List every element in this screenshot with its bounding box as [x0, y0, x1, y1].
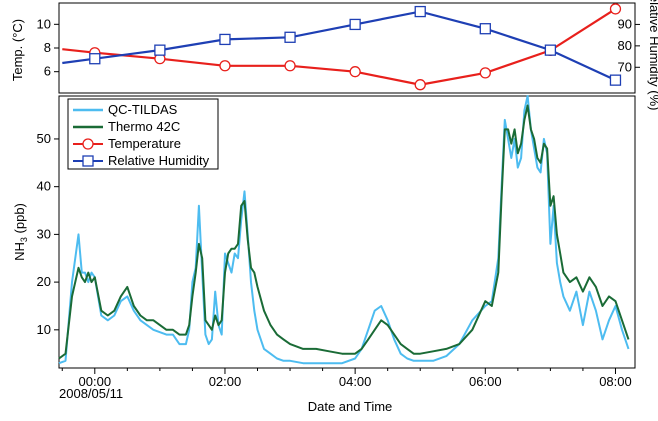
- bottom-ytick-label: 20: [37, 274, 51, 289]
- bottom-xtick-label: 06:00: [469, 374, 502, 389]
- top-right-ylabel: Relative Humidity (%): [647, 0, 658, 110]
- legend-label: Temperature: [108, 136, 181, 151]
- bottom-axis-ticks: 10 20 30 40 50 00:00 02:00 04:00 06:00 08:00: [37, 131, 632, 389]
- bottom-xtick-label: 04:00: [339, 374, 372, 389]
- bottom-panel-nh3: 10 20 30 40 50 00:00 02:00 04:00 06:00 08:00 NH3 …: [12, 95, 636, 414]
- top-right-ytick-label: 80: [618, 38, 632, 53]
- humidity-point: [154, 44, 166, 56]
- legend-entry-thermo-42c: Thermo 42C: [73, 119, 180, 134]
- bottom-ytick-label: 10: [37, 322, 51, 337]
- legend: QC-TILDAS Thermo 42C Temperature Relativ…: [67, 98, 219, 170]
- humidity-point: [414, 5, 426, 18]
- humidity-point: [609, 74, 622, 86]
- legend-entry-temperature: Temperature: [73, 136, 181, 151]
- bottom-ytick-label: 30: [37, 226, 51, 241]
- temperature-line: [62, 7, 617, 86]
- legend-label: Thermo 42C: [108, 119, 180, 134]
- legend-label: Relative Humidity: [108, 153, 210, 168]
- thermo-42c-line: [58, 104, 630, 360]
- temperature-point: [349, 66, 361, 78]
- top-right-ytick-label: 90: [618, 16, 632, 31]
- circle-marker-icon: [82, 138, 94, 150]
- legend-label: QC-TILDAS: [108, 102, 178, 117]
- temperature-point: [219, 60, 231, 72]
- top-left-ylabel: Temp. (°C): [10, 19, 25, 81]
- x-axis-label: Date and Time: [308, 399, 393, 414]
- top-series-group: [62, 3, 622, 91]
- bottom-xtick-label: 08:00: [599, 374, 632, 389]
- bottom-ytick-label: 40: [37, 179, 51, 194]
- bottom-panel-frame: [58, 95, 636, 369]
- legend-entry-qc-tildas: QC-TILDAS: [73, 102, 178, 117]
- bottom-xtick-label: 00:00: [79, 374, 112, 389]
- humidity-point: [479, 23, 491, 35]
- legend-entry-relative-humidity: Relative Humidity: [73, 153, 210, 168]
- temperature-point: [284, 60, 296, 72]
- top-left-ytick-label: 8: [44, 40, 51, 55]
- bottom-series-group: [58, 95, 630, 365]
- humidity-point: [544, 44, 557, 56]
- top-right-ytick-label: 70: [618, 59, 632, 74]
- date-label: 2008/05/11: [59, 386, 123, 401]
- square-marker-icon: [82, 155, 94, 167]
- top-axis-ticks: 6 8 10 70 80 90: [37, 16, 640, 79]
- temperature-point: [609, 3, 622, 15]
- top-left-ytick-label: 10: [37, 16, 51, 31]
- bottom-ylabel: NH3 (ppb): [12, 203, 29, 261]
- qc-tildas-line: [58, 95, 630, 365]
- humidity-point: [219, 33, 231, 46]
- temperature-point: [479, 67, 491, 79]
- bottom-ytick-label: 50: [37, 131, 51, 146]
- bottom-xtick-label: 02:00: [209, 374, 242, 389]
- humidity-point: [349, 18, 361, 31]
- top-left-ytick-label: 6: [44, 64, 51, 79]
- top-panel-temp-rh: 6 8 10 70 80 90 Temp. (°C) Relative Humidity …: [10, 0, 658, 110]
- humidity-point: [284, 31, 296, 43]
- temperature-point: [414, 79, 426, 91]
- relative-humidity-line: [62, 10, 616, 82]
- humidity-point: [89, 53, 101, 65]
